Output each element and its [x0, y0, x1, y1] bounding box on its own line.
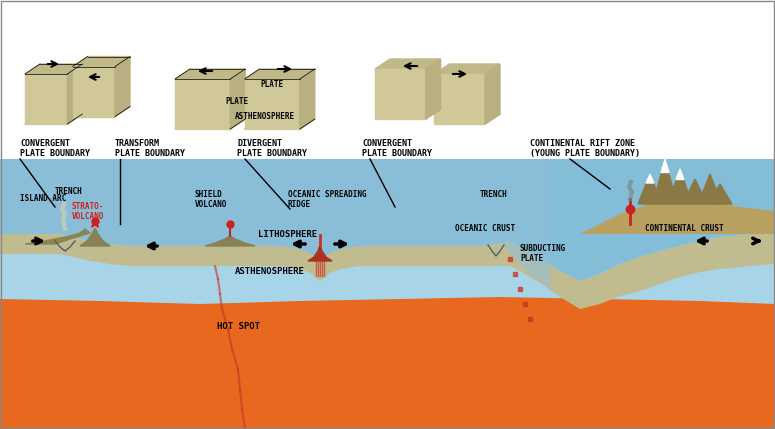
- FancyBboxPatch shape: [0, 0, 775, 169]
- Polygon shape: [375, 109, 441, 119]
- Text: LITHOSPHERE: LITHOSPHERE: [258, 230, 317, 239]
- Polygon shape: [0, 232, 775, 309]
- Polygon shape: [245, 79, 300, 129]
- Polygon shape: [708, 184, 732, 204]
- Polygon shape: [676, 169, 684, 179]
- Polygon shape: [25, 64, 82, 74]
- Polygon shape: [485, 64, 500, 124]
- Text: ASTHENOSPHERE: ASTHENOSPHERE: [235, 112, 295, 121]
- Polygon shape: [0, 297, 775, 429]
- Polygon shape: [25, 74, 67, 124]
- Polygon shape: [653, 159, 677, 204]
- Text: ISLAND ARC: ISLAND ARC: [20, 194, 66, 203]
- Polygon shape: [230, 69, 245, 129]
- Polygon shape: [245, 69, 315, 79]
- Polygon shape: [435, 114, 500, 124]
- Polygon shape: [435, 74, 485, 124]
- Polygon shape: [175, 79, 230, 129]
- Polygon shape: [435, 64, 500, 74]
- Polygon shape: [175, 119, 245, 129]
- Polygon shape: [0, 159, 550, 289]
- Polygon shape: [73, 57, 130, 66]
- Polygon shape: [375, 59, 441, 69]
- Text: OCEANIC SPREADING
RIDGE: OCEANIC SPREADING RIDGE: [288, 190, 367, 209]
- Polygon shape: [73, 106, 130, 117]
- Polygon shape: [25, 229, 90, 244]
- Polygon shape: [115, 57, 130, 117]
- Text: DIVERGENT
PLATE BOUNDARY: DIVERGENT PLATE BOUNDARY: [237, 139, 307, 158]
- Text: CONTINENTAL CRUST: CONTINENTAL CRUST: [645, 224, 724, 233]
- Text: TRANSFORM
PLATE BOUNDARY: TRANSFORM PLATE BOUNDARY: [115, 139, 185, 158]
- Polygon shape: [661, 159, 669, 172]
- Text: OCEANIC CRUST: OCEANIC CRUST: [455, 224, 515, 233]
- Polygon shape: [375, 69, 425, 119]
- Polygon shape: [425, 59, 441, 119]
- Polygon shape: [698, 174, 722, 204]
- Polygon shape: [175, 69, 245, 79]
- Text: TRENCH: TRENCH: [480, 190, 508, 199]
- Polygon shape: [668, 169, 692, 204]
- Polygon shape: [245, 119, 315, 129]
- Polygon shape: [73, 66, 115, 117]
- Polygon shape: [308, 245, 332, 261]
- Text: ASTHENOSPHERE: ASTHENOSPHERE: [235, 267, 305, 276]
- Polygon shape: [205, 236, 255, 246]
- Text: PLATE: PLATE: [260, 80, 283, 89]
- Polygon shape: [300, 69, 315, 129]
- Text: STRATO-
VOLCANO: STRATO- VOLCANO: [72, 202, 105, 221]
- FancyBboxPatch shape: [0, 159, 775, 429]
- Polygon shape: [67, 64, 82, 124]
- Text: CONVERGENT
PLATE BOUNDARY: CONVERGENT PLATE BOUNDARY: [362, 139, 432, 158]
- Ellipse shape: [50, 329, 350, 429]
- Text: SUBDUCTING
PLATE: SUBDUCTING PLATE: [520, 244, 567, 263]
- Text: CONVERGENT
PLATE BOUNDARY: CONVERGENT PLATE BOUNDARY: [20, 139, 90, 158]
- Text: HOT SPOT: HOT SPOT: [217, 322, 260, 331]
- Polygon shape: [80, 228, 110, 246]
- Ellipse shape: [450, 349, 730, 429]
- Polygon shape: [646, 174, 654, 183]
- Polygon shape: [0, 309, 775, 429]
- Text: SHIELD
VOLCANO: SHIELD VOLCANO: [195, 190, 227, 209]
- Text: TRENCH: TRENCH: [55, 187, 83, 196]
- Polygon shape: [0, 159, 775, 281]
- Text: CONTINENTAL RIFT ZONE
(YOUNG PLATE BOUNDARY): CONTINENTAL RIFT ZONE (YOUNG PLATE BOUND…: [530, 139, 640, 158]
- Polygon shape: [683, 179, 707, 204]
- Text: PLATE: PLATE: [225, 97, 248, 106]
- Polygon shape: [580, 199, 775, 234]
- Polygon shape: [638, 174, 662, 204]
- Polygon shape: [25, 114, 82, 124]
